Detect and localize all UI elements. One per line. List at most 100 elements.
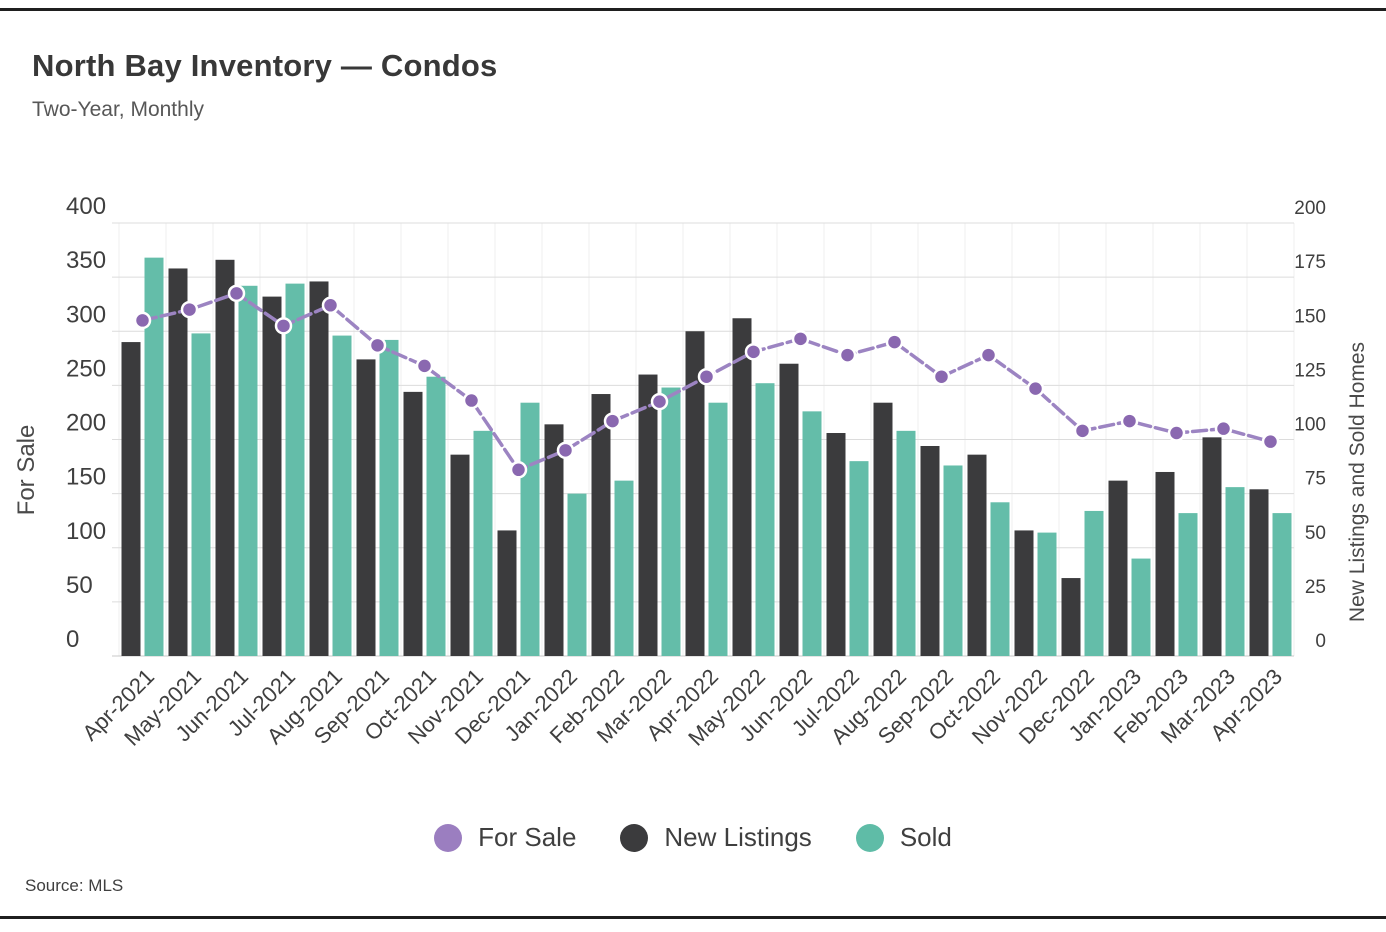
bar xyxy=(1225,487,1245,656)
bar xyxy=(873,402,893,656)
for-sale-marker xyxy=(603,412,622,430)
bar xyxy=(403,391,423,656)
for-sale-marker xyxy=(697,367,716,386)
for-sale-marker xyxy=(838,346,857,364)
bar xyxy=(262,296,282,656)
for-sale-marker xyxy=(932,367,951,386)
for-sale-marker xyxy=(556,441,575,460)
left-axis-tick: 200 xyxy=(66,410,106,437)
bar xyxy=(309,281,329,656)
for-sale-marker xyxy=(462,391,481,410)
for-sale-marker xyxy=(180,300,199,319)
bar xyxy=(168,268,188,656)
bar xyxy=(473,430,493,656)
bar xyxy=(450,454,470,656)
bar xyxy=(990,502,1010,656)
bar xyxy=(685,331,705,656)
bar xyxy=(332,335,352,656)
source-note: Source: MLS xyxy=(25,876,124,895)
bar xyxy=(1178,513,1198,656)
x-axis-labels: Apr-2021May-2021Jun-2021Jul-2021Aug-2021… xyxy=(77,664,1287,751)
for-sale-marker xyxy=(368,336,387,355)
left-axis-tick: 400 xyxy=(66,193,106,220)
left-axis-tick: 350 xyxy=(66,247,106,274)
bar xyxy=(215,259,235,656)
legend-for-sale-label: For Sale xyxy=(478,822,577,852)
left-axis-tick: 300 xyxy=(66,301,106,328)
for-sale-marker xyxy=(1261,432,1280,451)
bar xyxy=(967,454,987,656)
chart-legend: For Sale New Listings Sold xyxy=(0,822,1386,853)
left-axis-tick: 100 xyxy=(66,518,106,545)
horizontal-gridlines: 0 50 100 150 200 250 300 350 400 0 25 50 75 100 125 150… xyxy=(66,193,1326,657)
left-axis-tick: 150 xyxy=(66,464,106,491)
bar xyxy=(379,339,399,656)
for-sale-marker xyxy=(1167,424,1186,442)
bar xyxy=(1131,558,1151,656)
bar xyxy=(356,359,376,656)
bar xyxy=(802,411,822,656)
left-axis-tick: 50 xyxy=(66,572,93,599)
for-sale-marker xyxy=(133,311,152,330)
bar xyxy=(849,461,869,656)
right-axis-tick: 200 xyxy=(1294,198,1326,219)
for-sale-marker xyxy=(1214,419,1233,438)
left-axis-title: For Sale xyxy=(13,425,40,516)
bar xyxy=(732,318,752,656)
for-sale-marker xyxy=(1073,422,1092,440)
bar xyxy=(1155,471,1175,656)
left-axis-tick: 250 xyxy=(66,355,106,382)
right-axis-tick: 75 xyxy=(1305,469,1326,490)
chart-header: North Bay Inventory — Condos Two-Year, M… xyxy=(32,48,497,122)
bar xyxy=(567,493,587,656)
bar xyxy=(1249,489,1269,656)
bar xyxy=(426,376,446,656)
right-axis-tick: 50 xyxy=(1305,523,1326,544)
bar xyxy=(661,387,681,656)
legend-item-for-sale: For Sale xyxy=(434,822,576,853)
bar xyxy=(896,430,916,656)
bar xyxy=(520,402,540,656)
legend-new-listings-dot xyxy=(620,823,649,852)
bar xyxy=(1084,510,1104,656)
bar xyxy=(591,394,611,656)
bar xyxy=(755,383,775,656)
for-sale-marker xyxy=(227,284,246,303)
bar xyxy=(943,465,963,656)
right-axis-tick: 100 xyxy=(1294,415,1326,436)
bar xyxy=(779,363,799,656)
chart-subtitle: Two-Year, Monthly xyxy=(32,98,204,121)
bar xyxy=(1272,513,1292,656)
legend-item-new-listings: New Listings xyxy=(620,822,812,853)
bar xyxy=(285,283,305,656)
for-sale-markers xyxy=(133,284,1280,479)
bar xyxy=(238,285,258,656)
left-axis-tick: 0 xyxy=(66,626,79,653)
right-axis-tick: 0 xyxy=(1315,631,1326,652)
legend-for-sale-dot xyxy=(434,823,463,852)
for-sale-marker xyxy=(885,333,904,351)
right-axis-tick: 175 xyxy=(1294,252,1326,273)
bar xyxy=(144,257,164,656)
bar xyxy=(544,424,564,656)
bar xyxy=(708,402,728,656)
right-axis-title: New Listings and Sold Homes xyxy=(1346,342,1369,622)
for-sale-marker xyxy=(274,317,293,335)
legend-sold-dot xyxy=(855,823,884,852)
for-sale-marker xyxy=(979,346,998,364)
right-axis-tick: 125 xyxy=(1294,360,1326,381)
for-sale-marker xyxy=(1120,412,1139,430)
top-border-rule xyxy=(0,8,1386,11)
bar xyxy=(191,333,211,656)
right-axis-tick: 150 xyxy=(1294,306,1326,327)
legend-sold-label: Sold xyxy=(899,822,952,852)
bar xyxy=(920,445,940,656)
bar xyxy=(1202,437,1222,656)
bar xyxy=(614,480,634,656)
bar xyxy=(826,433,846,656)
bar xyxy=(1108,480,1128,656)
bar xyxy=(121,342,141,656)
bar xyxy=(638,374,658,656)
